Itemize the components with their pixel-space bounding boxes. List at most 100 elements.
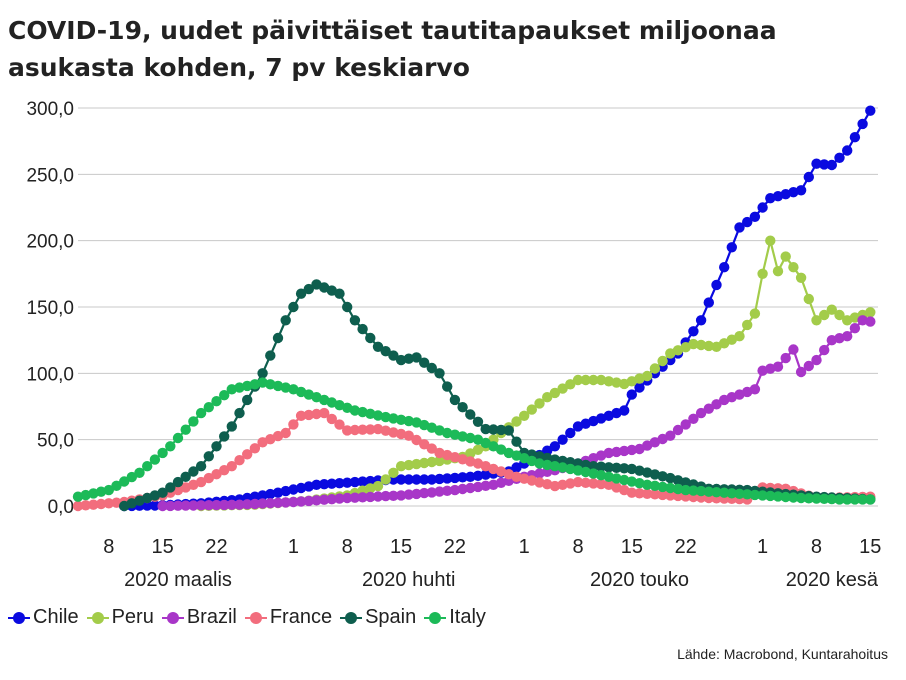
data-point-brazil [380,490,391,502]
legend-swatch-spain [340,611,363,624]
data-point-italy [534,458,545,469]
data-point-italy [565,463,576,475]
data-point-chile [403,474,414,485]
data-point-chile [434,473,445,485]
x-tick-label: 8 [342,536,353,558]
month-label: 2020 kesä [786,569,879,591]
legend-item-brazil: Brazil [161,606,237,629]
data-point-france [365,424,376,435]
data-point-chile [549,441,561,452]
data-point-france [565,478,576,489]
data-point-chile [457,472,468,483]
data-point-italy [542,459,553,471]
data-point-chile [480,469,491,480]
data-point-brazil [442,485,453,496]
data-point-spain [411,352,422,363]
data-point-italy [180,424,191,435]
data-point-brazil [257,498,268,509]
data-point-brazil [849,323,861,334]
data-point-brazil [603,447,614,459]
data-point-chile [634,382,645,393]
data-point-chile [865,105,876,116]
data-point-chile [726,242,737,253]
data-point-peru [734,331,745,342]
data-point-peru [757,268,768,279]
data-point-italy [703,486,714,497]
data-point-chile [542,445,553,456]
legend-item-italy: Italy [424,606,486,629]
data-point-peru [572,374,584,386]
data-point-chile [365,475,376,487]
data-point-brazil [311,495,322,506]
data-point-chile [842,145,853,156]
data-point-chile [757,202,768,213]
data-point-spain [165,482,176,493]
data-point-spain [372,341,384,352]
data-point-italy [695,485,707,497]
data-point-spain [403,353,414,364]
data-point-brazil [611,446,622,458]
data-point-peru [557,383,568,394]
data-point-spain [280,315,291,326]
source-note: Lähde: Macrobond, Kuntarahoitus [677,646,888,662]
data-point-brazil [434,486,445,497]
data-point-brazil [419,487,430,499]
data-point-peru [603,376,614,387]
y-tick-label: 250,0 [26,165,74,186]
data-point-spain [495,424,507,436]
data-point-spain [242,394,253,406]
data-point-brazil [703,403,714,414]
data-point-peru [780,251,791,262]
data-point-france [242,449,253,460]
data-point-brazil [842,331,853,342]
data-point-brazil [672,424,684,436]
data-point-spain [357,323,368,335]
data-point-brazil [157,500,168,512]
legend-item-chile: Chile [8,606,79,629]
data-point-chile [834,152,845,163]
data-point-italy [780,491,791,503]
data-point-chile [326,478,337,489]
data-point-france [249,443,261,454]
data-point-france [95,498,107,510]
data-point-brazil [234,499,245,510]
data-point-italy [549,461,561,472]
data-point-italy [649,480,661,491]
data-point-italy [719,487,730,498]
y-tick-label: 150,0 [26,298,74,319]
data-point-peru [588,374,599,386]
data-point-france [226,461,237,472]
data-point-brazil [795,366,807,378]
data-point-france [211,469,222,480]
data-point-spain [465,409,476,420]
data-point-peru [565,379,576,390]
data-point-peru [511,416,522,427]
data-point-france [642,488,653,499]
y-tick-label: 0,0 [48,497,74,518]
data-point-france [657,489,668,501]
data-point-peru [803,293,814,305]
data-point-chile [357,476,368,487]
data-point-spain [226,421,237,432]
data-point-italy [665,482,676,494]
data-point-spain [295,288,307,299]
data-point-peru [865,307,876,318]
data-point-chile [311,479,322,490]
data-point-brazil [326,494,337,505]
data-point-france [649,489,661,500]
data-point-italy [849,494,861,505]
data-point-italy [772,491,784,502]
data-point-spain [188,466,199,477]
data-point-chile [819,159,830,170]
data-point-spain [426,362,437,374]
data-point-brazil [334,493,345,504]
data-point-italy [711,487,722,498]
data-point-chile [795,185,807,196]
data-point-peru [765,235,776,246]
data-point-brazil [788,344,799,355]
data-point-brazil [457,483,468,495]
data-point-peru [657,355,668,367]
data-point-france [588,478,599,489]
data-point-spain [457,402,468,413]
